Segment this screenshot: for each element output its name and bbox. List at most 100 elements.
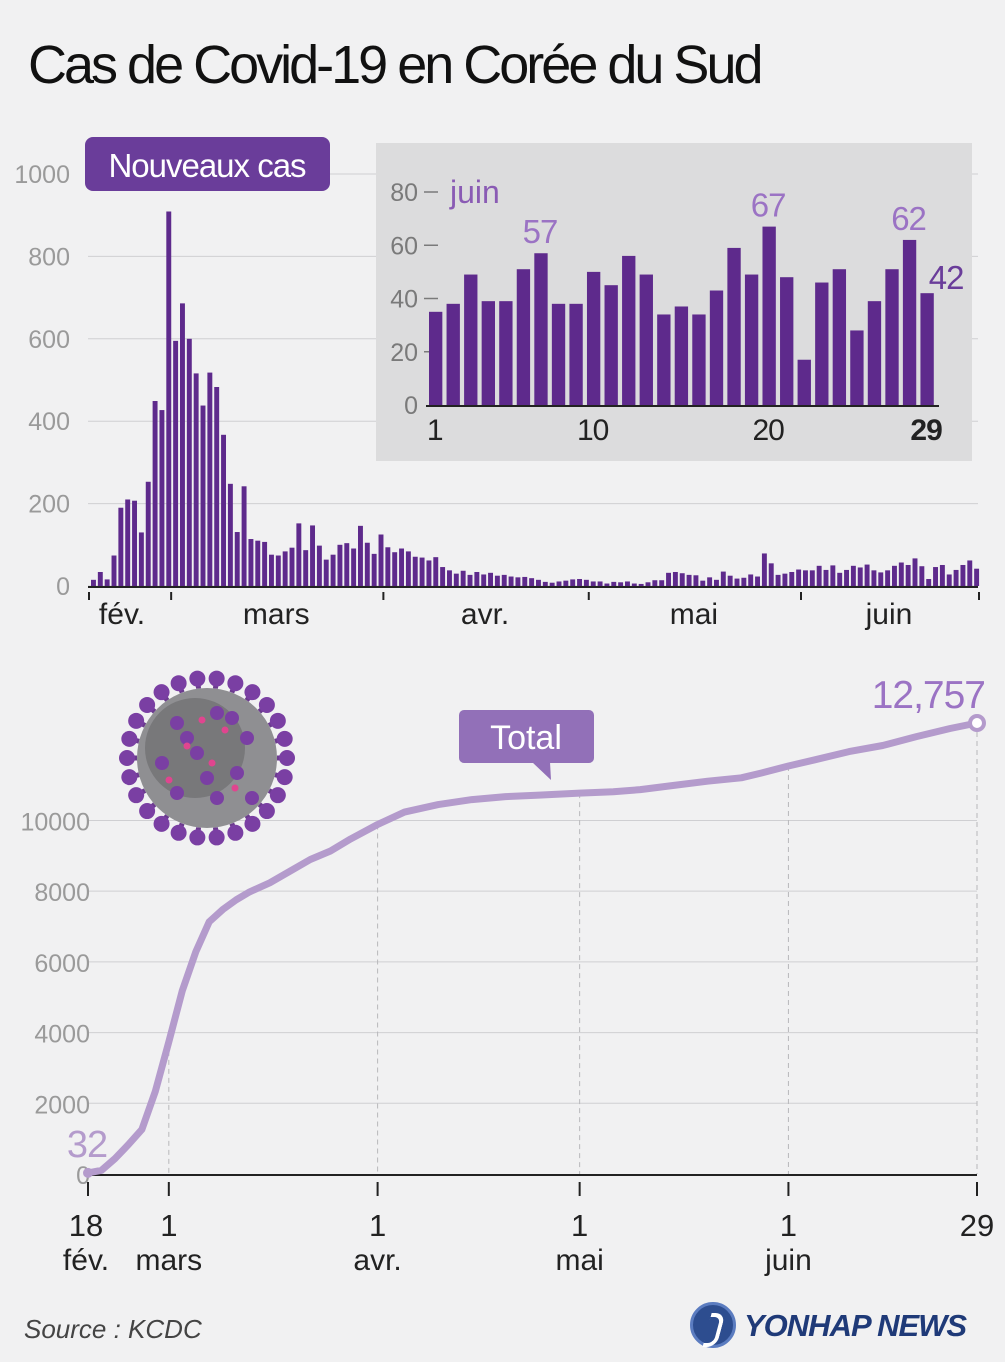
daily-bar xyxy=(549,582,555,586)
virus-surface-protein xyxy=(240,731,254,745)
daily-bar xyxy=(433,557,439,586)
daily-bar xyxy=(761,553,767,586)
june-x-tick-label: 1 xyxy=(427,414,443,447)
daily-bar xyxy=(159,410,165,586)
daily-bar xyxy=(118,507,124,586)
virus-spike xyxy=(128,787,145,804)
daily-y-tick-label: 600 xyxy=(28,326,70,354)
june-bar xyxy=(727,247,741,405)
daily-y-tick-label: 800 xyxy=(28,243,70,271)
daily-bar xyxy=(556,581,562,586)
daily-bar xyxy=(686,574,692,586)
june-y-tick-label: 0 xyxy=(404,392,418,420)
virus-surface-protein xyxy=(210,706,224,720)
daily-bar xyxy=(262,541,268,586)
daily-bar xyxy=(241,486,247,586)
virus-spike xyxy=(276,769,293,786)
daily-bar xyxy=(577,578,583,586)
daily-bar xyxy=(227,483,233,586)
virus-illustration xyxy=(119,670,295,846)
daily-bar xyxy=(166,211,172,586)
total-start-marker xyxy=(83,1167,93,1178)
daily-bar xyxy=(515,577,521,586)
daily-y-tick-label: 200 xyxy=(28,491,70,519)
daily-bar xyxy=(604,583,610,586)
daily-bar xyxy=(371,553,377,586)
virus-spike xyxy=(189,670,206,687)
june-bar xyxy=(534,253,548,405)
daily-bar xyxy=(679,573,685,586)
daily-bar xyxy=(132,500,138,586)
total-y-tick-label: 6000 xyxy=(34,950,90,978)
daily-bar xyxy=(529,578,535,586)
daily-bar xyxy=(234,532,240,586)
daily-bar xyxy=(830,565,836,586)
daily-bar xyxy=(399,548,405,586)
daily-bar xyxy=(310,525,316,586)
virus-dot xyxy=(231,784,239,792)
daily-bar xyxy=(501,574,507,586)
daily-bar xyxy=(823,569,829,586)
virus-spike xyxy=(170,675,187,692)
daily-bar xyxy=(412,556,418,586)
total-end-label: 12,757 xyxy=(872,674,985,717)
june-x-tick-label: 20 xyxy=(752,414,784,447)
daily-bar xyxy=(768,563,774,586)
june-y-tick-label: 60 xyxy=(390,232,418,260)
daily-bar xyxy=(933,567,939,586)
daily-bar xyxy=(816,565,822,586)
total-x-month-label: avr. xyxy=(353,1244,401,1277)
daily-bar xyxy=(173,340,179,586)
june-bar xyxy=(604,285,618,405)
virus-dot xyxy=(221,726,229,734)
virus-spike xyxy=(208,829,225,846)
june-value-label: 57 xyxy=(523,213,558,250)
daily-bar xyxy=(378,534,384,586)
daily-bar xyxy=(474,571,480,586)
virus-spike xyxy=(258,803,275,820)
total-cases-chart: 020004000600080001000018fév.1mars1avr.1m… xyxy=(20,674,994,1277)
logo-text: YONHAP NEWS xyxy=(744,1308,967,1343)
total-callout-label: Total xyxy=(490,719,562,757)
june-value-label: 42 xyxy=(929,259,964,296)
virus-spike xyxy=(153,684,170,701)
daily-bar xyxy=(645,582,651,586)
daily-bar xyxy=(289,547,295,586)
june-x-tick-label: 29 xyxy=(910,414,942,447)
page-title: Cas de Covid-19 en Corée du Sud xyxy=(28,35,764,95)
daily-bar xyxy=(214,387,220,586)
daily-bar xyxy=(625,581,630,586)
june-y-tick-label: 80 xyxy=(390,179,418,207)
daily-bar xyxy=(912,558,918,586)
june-bar xyxy=(481,301,495,405)
daily-bar xyxy=(426,560,432,586)
june-value-label: 62 xyxy=(891,200,926,237)
virus-spike xyxy=(189,829,206,846)
yonhap-logo: YONHAP NEWS xyxy=(690,1302,995,1354)
virus-dot xyxy=(198,716,206,724)
virus-spike xyxy=(170,824,187,841)
daily-bar xyxy=(180,303,185,586)
daily-bar xyxy=(508,576,514,586)
daily-bar xyxy=(221,434,227,586)
daily-bar xyxy=(789,571,795,586)
virus-spike xyxy=(121,769,138,786)
daily-month-label: avr. xyxy=(461,598,509,631)
nouveaux-cas-label: Nouveaux cas xyxy=(108,147,306,184)
total-x-day-label: 18 xyxy=(69,1208,103,1243)
june-bar xyxy=(516,269,531,405)
nouveaux-cas-badge xyxy=(85,137,330,191)
daily-bar xyxy=(269,554,274,586)
daily-bar xyxy=(405,551,411,586)
virus-dot xyxy=(208,759,216,767)
daily-bar xyxy=(351,548,357,586)
daily-bar xyxy=(796,569,802,586)
daily-bar xyxy=(522,576,528,586)
virus-spike xyxy=(279,750,295,766)
june-bar xyxy=(692,314,706,405)
daily-bar xyxy=(871,570,877,586)
daily-bar xyxy=(481,574,487,586)
total-callout-pointer xyxy=(532,762,551,780)
